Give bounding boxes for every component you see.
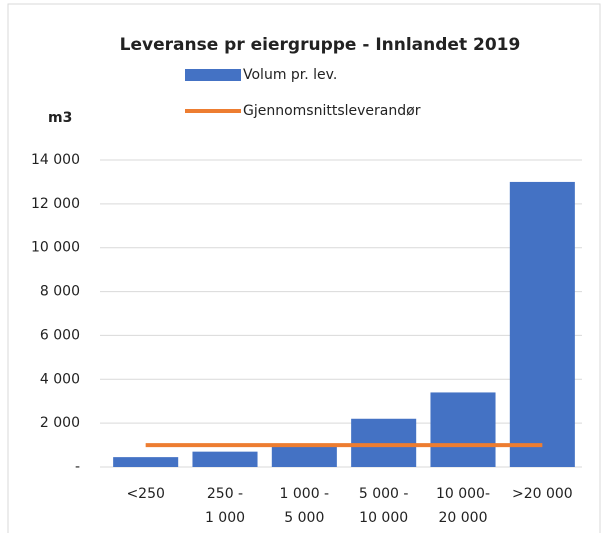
bar [351,418,417,467]
x-tick-label: 5 000 - [359,486,409,502]
chart-title: Leveranse pr eiergruppe - Innlandet 2019 [120,35,521,55]
legend-label: Gjennomsnittsleverandør [243,103,421,119]
y-tick-label: 8 000 [40,284,80,300]
y-tick-label: 14 000 [31,152,80,168]
x-tick-label: <250 [126,486,164,502]
legend-label: Volum pr. lev. [243,67,337,83]
x-tick-label: 10 000- [436,486,490,502]
x-tick-label: 1 000 - [280,486,330,502]
x-tick-label: 5 000 [284,510,324,526]
y-axis-label: m3 [48,110,72,126]
bar [113,457,179,467]
bar [271,446,337,467]
y-tick-label: 10 000 [31,240,80,256]
x-tick-label: 10 000 [359,510,408,526]
bar [509,181,575,467]
bar [430,392,496,467]
y-tick-label: 2 000 [40,415,80,431]
y-tick-label: 6 000 [40,327,80,343]
y-tick-label: 4 000 [40,371,80,387]
x-tick-label: 20 000 [439,510,488,526]
x-tick-label: >20 000 [512,486,573,502]
x-tick-label: 250 - [207,486,243,502]
legend-swatch [185,69,241,81]
y-tick-label: 12 000 [31,196,80,212]
x-tick-label: 1 000 [205,510,245,526]
y-tick-label: - [75,459,80,475]
bar [192,451,258,467]
